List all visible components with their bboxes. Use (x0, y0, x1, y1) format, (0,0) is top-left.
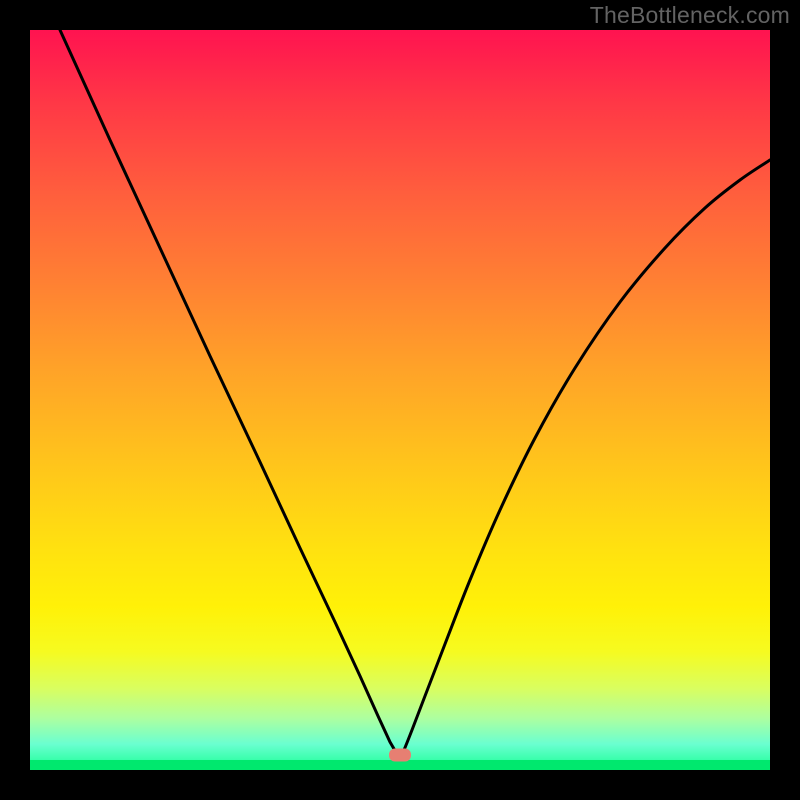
curve-min-marker (389, 749, 411, 762)
chart-container: TheBottleneck.com (0, 0, 800, 800)
watermark-text: TheBottleneck.com (590, 2, 790, 29)
curve-right-branch (400, 160, 770, 758)
chart-curve-layer (0, 0, 800, 800)
curve-left-branch (60, 30, 400, 758)
